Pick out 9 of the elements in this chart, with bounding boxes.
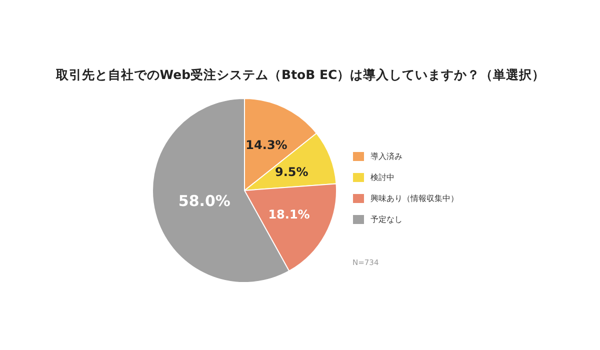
- legend-label: 導入済み: [370, 152, 402, 161]
- data-label: 9.5%: [274, 165, 308, 180]
- legend-label: 興味あり（情報収集中）: [370, 194, 458, 203]
- legend-label: 予定なし: [370, 215, 402, 224]
- legend-label: 検討中: [370, 173, 394, 182]
- data-label: 18.1%: [268, 208, 310, 222]
- chart-title: 取引先と自社でのWeb受注システム（BtoB EC）は導入していますか？（単選択）: [54, 67, 546, 82]
- data-label: 14.3%: [246, 138, 288, 152]
- data-label: 58.0%: [178, 192, 230, 210]
